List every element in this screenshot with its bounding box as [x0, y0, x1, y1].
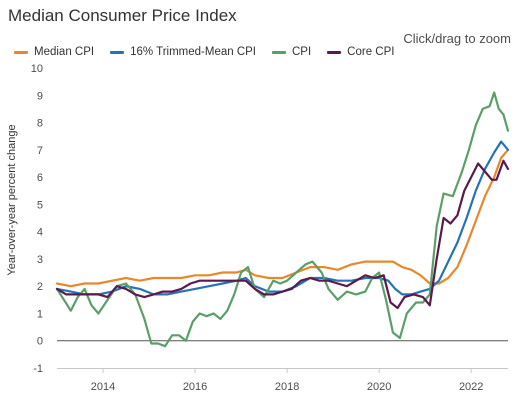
x-tick-label: 2018 [275, 381, 299, 393]
page-title: Median Consumer Price Index [8, 6, 237, 25]
legend-swatch-core-cpi [327, 50, 342, 54]
legend-item-trimmed-mean-cpi[interactable]: 16% Trimmed-Mean CPI [110, 46, 256, 58]
x-tick-label: 2020 [367, 381, 391, 393]
legend-label-cpi: CPI [292, 46, 312, 58]
series-line-16-trimmed-mean-cpi [55, 140, 510, 296]
legend-label-median-cpi: Median CPI [34, 46, 95, 58]
series-line-median-cpi [55, 148, 510, 288]
x-tick-label: 2016 [183, 381, 207, 393]
y-tick-label: 10 [31, 63, 43, 75]
legend-swatch-median-cpi [14, 50, 28, 54]
y-tick-label: 5 [37, 199, 43, 211]
x-tick-label: 2014 [91, 381, 115, 393]
legend-item-median-cpi[interactable]: Median CPI [14, 46, 94, 58]
legend-label-core-cpi: Core CPI [347, 46, 395, 58]
y-tick-label: 3 [37, 254, 43, 266]
y-tick-label: 8 [37, 118, 43, 130]
x-tick-label: 2022 [459, 381, 483, 393]
chart-legend: Median CPI 16% Trimmed-Mean CPI CPI Core… [14, 46, 410, 58]
y-tick-label: 1 [37, 308, 43, 320]
y-tick-label: 4 [37, 227, 43, 239]
series-line-core-cpi [55, 159, 510, 310]
legend-item-core-cpi[interactable]: Core CPI [327, 46, 394, 58]
zoom-hint: Click/drag to zoom [403, 31, 511, 46]
y-tick-label: 6 [37, 172, 43, 184]
legend-swatch-cpi [272, 50, 286, 54]
legend-item-cpi[interactable]: CPI [272, 46, 311, 58]
y-tick-label: 9 [37, 90, 43, 102]
y-tick-label: 0 [37, 336, 43, 348]
y-tick-label: -1 [33, 363, 43, 375]
legend-swatch-trimmed-mean-cpi [110, 50, 125, 54]
series-line-cpi [55, 91, 510, 348]
y-tick-label: 7 [37, 145, 43, 157]
legend-label-trimmed-mean-cpi: 16% Trimmed-Mean CPI [130, 46, 256, 58]
y-tick-label: 2 [37, 281, 43, 293]
